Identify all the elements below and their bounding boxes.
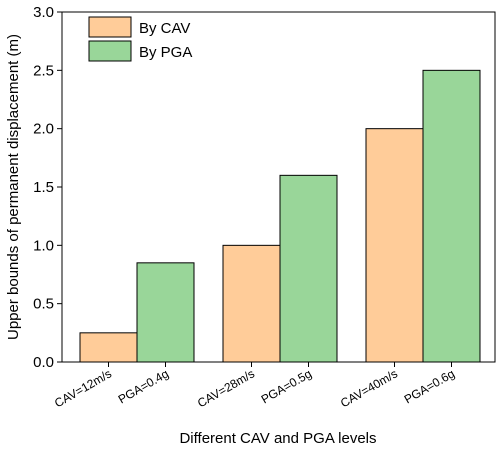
x-tick-label: CAV=12m/s [52,366,114,410]
legend-swatch [88,40,132,62]
bar [79,332,138,363]
y-tick-label: 0.5 [33,296,54,313]
y-tick-label: 0.0 [33,354,54,371]
bar [365,128,424,363]
y-tick-label: 2.0 [33,121,54,138]
bar [279,174,338,363]
y-axis-label: Upper bounds of permanent displacement (… [5,34,22,340]
x-tick-label: PGA=0.4g [116,366,171,406]
x-tick-label: PGA=0.6g [402,366,457,406]
x-axis-label: Different CAV and PGA levels [179,430,376,447]
y-tick-label: 3.0 [33,4,54,21]
bar [136,262,195,363]
legend-swatch [88,16,132,38]
y-tick-label: 1.5 [33,179,54,196]
x-tick-label: CAV=40m/s [338,366,400,410]
x-tick-label: CAV=28m/s [195,366,257,410]
y-tick-label: 1.0 [33,237,54,254]
bar [222,244,281,363]
bar [422,69,481,363]
x-tick-label: PGA=0.5g [259,366,314,406]
legend-label: By CAV [139,20,190,37]
legend-label: By PGA [139,44,192,61]
plot-frame [61,11,496,363]
y-tick-label: 2.5 [33,62,54,79]
